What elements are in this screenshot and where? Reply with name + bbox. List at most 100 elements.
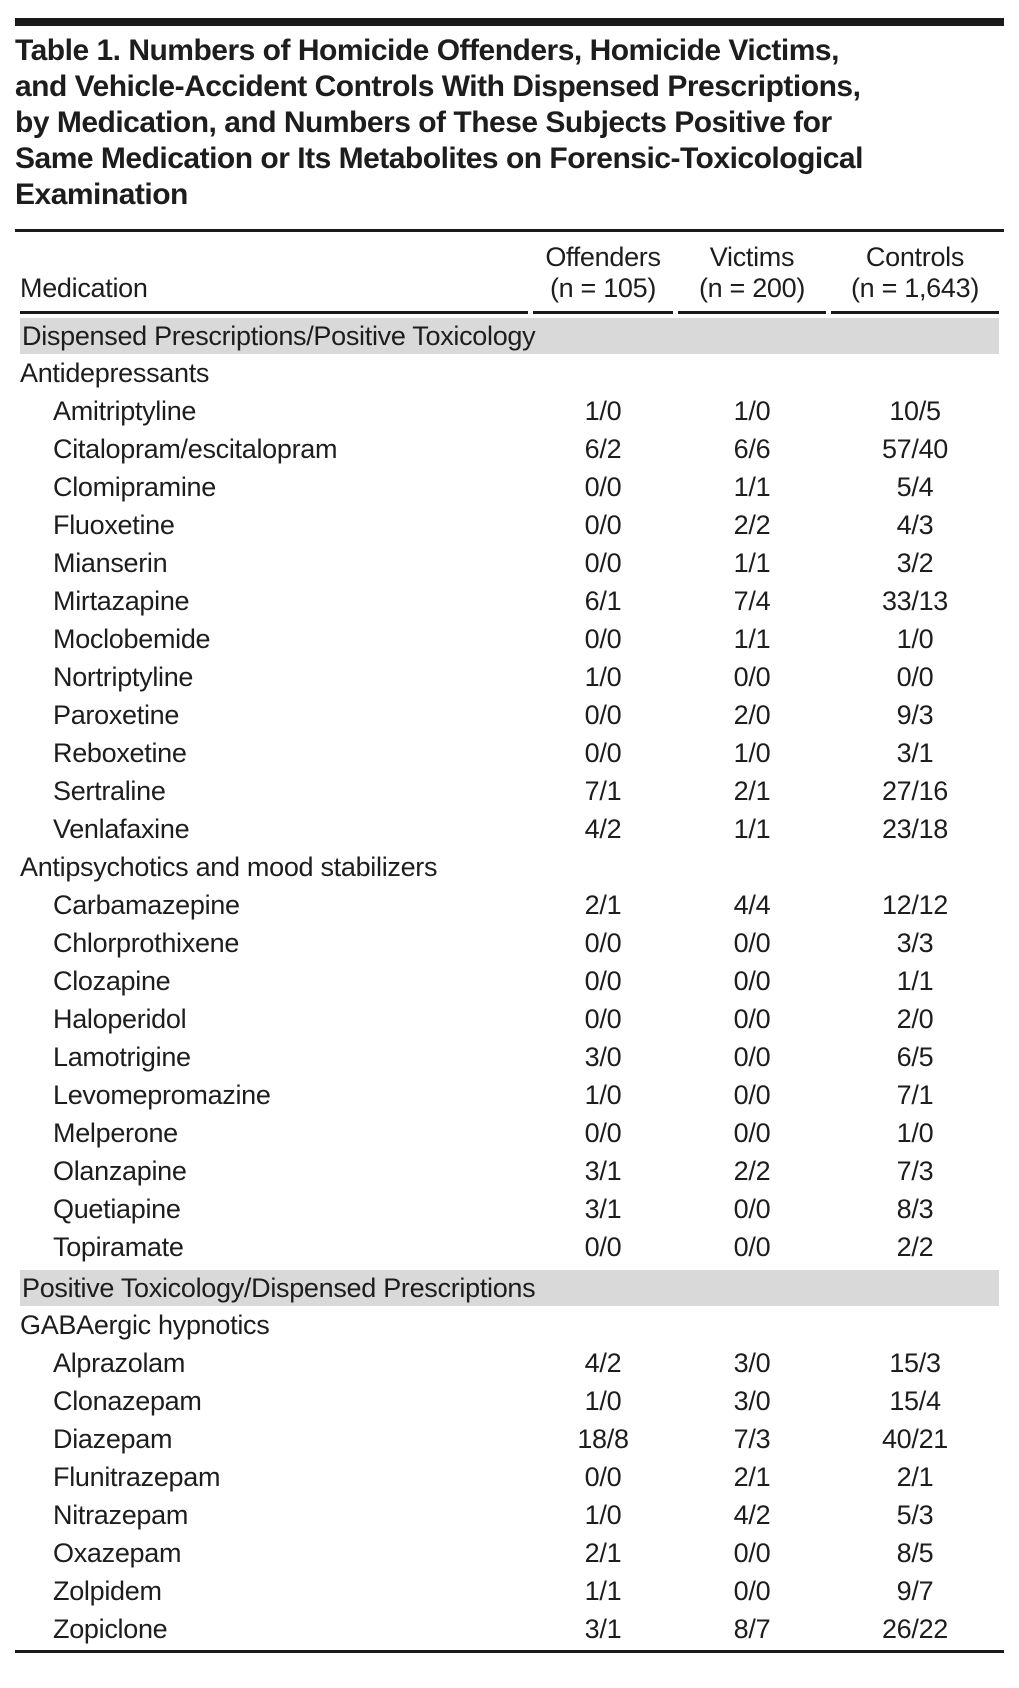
table-title: Table 1. Numbers of Homicide Offenders, … (15, 33, 1004, 213)
table-row: Clonazepam 1/0 3/0 15/4 (20, 1382, 999, 1420)
title-line: Same Medication or Its Metabolites on Fo… (15, 142, 863, 175)
medication-cell: Clomipramine (53, 471, 216, 502)
offenders-cell: 0/0 (584, 1231, 622, 1262)
offenders-cell: 18/8 (577, 1423, 629, 1454)
victims-cell: 6/6 (733, 433, 771, 464)
group-row: Antidepressants (20, 354, 999, 392)
controls-cell: 3/3 (896, 927, 934, 958)
controls-cell: 5/3 (896, 1499, 934, 1530)
victims-cell: 1/0 (733, 737, 771, 768)
controls-cell: 27/16 (881, 775, 949, 806)
medication-cell: Alprazolam (53, 1347, 186, 1378)
controls-cell: 8/3 (896, 1193, 934, 1224)
controls-cell: 6/5 (896, 1041, 934, 1072)
medication-cell: Oxazepam (53, 1537, 182, 1568)
victims-cell: 4/2 (733, 1499, 771, 1530)
victims-cell: 2/1 (733, 775, 771, 806)
table-row: Lamotrigine 3/0 0/0 6/5 (20, 1038, 999, 1076)
controls-cell: 2/2 (896, 1231, 934, 1262)
section-row: Positive Toxicology/Dispensed Prescripti… (20, 1266, 999, 1306)
table-row: Clozapine 0/0 0/0 1/1 (20, 962, 999, 1000)
column-header-label: Victims (709, 242, 795, 272)
medication-cell: Citalopram/escitalopram (53, 433, 338, 464)
table-row: Mianserin 0/0 1/1 3/2 (20, 544, 999, 582)
victims-cell: 1/0 (733, 395, 771, 426)
victims-cell: 1/1 (733, 813, 771, 844)
column-header-controls: Controls (n = 1,643) (831, 232, 999, 314)
table-row: Nortriptyline 1/0 0/0 0/0 (20, 658, 999, 696)
column-header-victims: Victims (n = 200) (678, 232, 826, 314)
table-row: Mirtazapine 6/1 7/4 33/13 (20, 582, 999, 620)
medication-cell: Topiramate (53, 1231, 184, 1262)
victims-cell: 0/0 (733, 1079, 771, 1110)
title-line: Table 1. Numbers of Homicide Offenders, … (15, 34, 839, 67)
table-row: Levomepromazine 1/0 0/0 7/1 (20, 1076, 999, 1114)
controls-cell: 2/0 (896, 1003, 934, 1034)
controls-cell: 3/2 (896, 547, 934, 578)
column-header-label: Controls (865, 242, 965, 272)
controls-cell: 33/13 (881, 585, 949, 616)
medication-cell: Zolpidem (53, 1575, 162, 1606)
table-row: Fluoxetine 0/0 2/2 4/3 (20, 506, 999, 544)
medication-cell: Fluoxetine (53, 509, 175, 540)
victims-cell: 0/0 (733, 1575, 771, 1606)
column-header-label: Offenders (545, 242, 661, 272)
controls-cell: 9/3 (896, 699, 934, 730)
group-label: Antipsychotics and mood stabilizers (20, 851, 438, 882)
offenders-cell: 0/0 (584, 1117, 622, 1148)
controls-cell: 15/3 (889, 1347, 941, 1378)
group-row: GABAergic hypnotics (20, 1306, 999, 1344)
column-header-n: (n = 105) (549, 273, 657, 303)
controls-cell: 10/5 (889, 395, 941, 426)
victims-cell: 2/2 (733, 1155, 771, 1186)
victims-cell: 2/2 (733, 509, 771, 540)
column-header-n: (n = 1,643) (850, 273, 980, 303)
offenders-cell: 2/1 (584, 889, 622, 920)
medication-cell: Mirtazapine (53, 585, 190, 616)
controls-cell: 9/7 (896, 1575, 934, 1606)
table-row: Haloperidol 0/0 0/0 2/0 (20, 1000, 999, 1038)
victims-cell: 7/3 (733, 1423, 771, 1454)
controls-cell: 0/0 (896, 661, 934, 692)
controls-cell: 12/12 (881, 889, 949, 920)
medication-cell: Nitrazepam (53, 1499, 189, 1530)
controls-cell: 23/18 (881, 813, 949, 844)
offenders-cell: 0/0 (584, 699, 622, 730)
medication-cell: Lamotrigine (53, 1041, 191, 1072)
medication-cell: Nortriptyline (53, 661, 194, 692)
medication-cell: Paroxetine (53, 699, 180, 730)
section-row: Dispensed Prescriptions/Positive Toxicol… (20, 314, 999, 354)
table-row: Zolpidem 1/1 0/0 9/7 (20, 1572, 999, 1610)
title-line: by Medication, and Numbers of These Subj… (15, 106, 832, 139)
offenders-cell: 1/0 (584, 661, 622, 692)
medication-cell: Levomepromazine (53, 1079, 271, 1110)
offenders-cell: 3/1 (584, 1193, 622, 1224)
paper-table-page: Table 1. Numbers of Homicide Offenders, … (15, 18, 1004, 1653)
title-line: and Vehicle-Accident Controls With Dispe… (15, 70, 861, 103)
table-row: Venlafaxine 4/2 1/1 23/18 (20, 810, 999, 848)
medication-cell: Clozapine (53, 965, 171, 996)
controls-cell: 4/3 (896, 509, 934, 540)
table-row: Zopiclone 3/1 8/7 26/22 (20, 1610, 999, 1648)
section-label: Dispensed Prescriptions/Positive Toxicol… (20, 314, 999, 354)
medication-cell: Amitriptyline (53, 395, 197, 426)
controls-cell: 3/1 (896, 737, 934, 768)
offenders-cell: 0/0 (584, 965, 622, 996)
table-row: Reboxetine 0/0 1/0 3/1 (20, 734, 999, 772)
offenders-cell: 3/1 (584, 1613, 622, 1644)
table-row: Amitriptyline 1/0 1/0 10/5 (20, 392, 999, 430)
victims-cell: 3/0 (733, 1347, 771, 1378)
table-row: Sertraline 7/1 2/1 27/16 (20, 772, 999, 810)
victims-cell: 1/1 (733, 547, 771, 578)
offenders-cell: 1/0 (584, 1499, 622, 1530)
table-header-row: Medication Offenders (n = 105) Victims (… (20, 232, 999, 314)
controls-cell: 2/1 (896, 1461, 934, 1492)
controls-cell: 7/3 (896, 1155, 934, 1186)
medication-cell: Moclobemide (53, 623, 211, 654)
controls-cell: 1/1 (896, 965, 934, 996)
victims-cell: 4/4 (733, 889, 771, 920)
table-row: Topiramate 0/0 0/0 2/2 (20, 1228, 999, 1266)
title-divider-rule (15, 229, 1004, 232)
offenders-cell: 0/0 (584, 927, 622, 958)
offenders-cell: 7/1 (584, 775, 622, 806)
